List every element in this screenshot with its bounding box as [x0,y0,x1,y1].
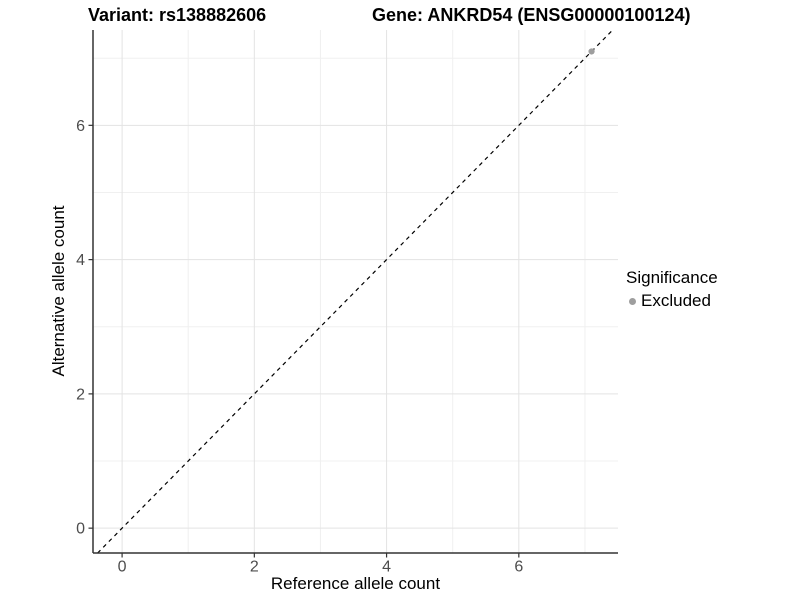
y-axis-title: Alternative allele count [49,205,68,377]
y-tick-label: 6 [76,118,85,135]
x-axis-title: Reference allele count [270,574,441,593]
x-tick-label: 4 [382,559,391,576]
y-tick-label: 2 [76,386,85,403]
x-tick-label: 2 [250,559,259,576]
legend-point-icon [629,297,636,305]
x-tick-label: 0 [118,559,127,576]
y-tick-label: 0 [76,521,85,538]
legend: Significance Excluded [626,268,718,311]
legend-item-excluded: Excluded [629,291,718,311]
gene-title: Gene: ANKRD54 (ENSG00000100124) [372,5,691,25]
y-tick-label: 4 [76,252,85,269]
identity-line [97,29,614,554]
legend-title: Significance [626,268,718,287]
variant-title: Variant: rs138882606 [88,5,267,25]
legend-item-label: Excluded [641,291,711,310]
x-tick-label: 6 [514,559,523,576]
data-point [588,48,595,55]
